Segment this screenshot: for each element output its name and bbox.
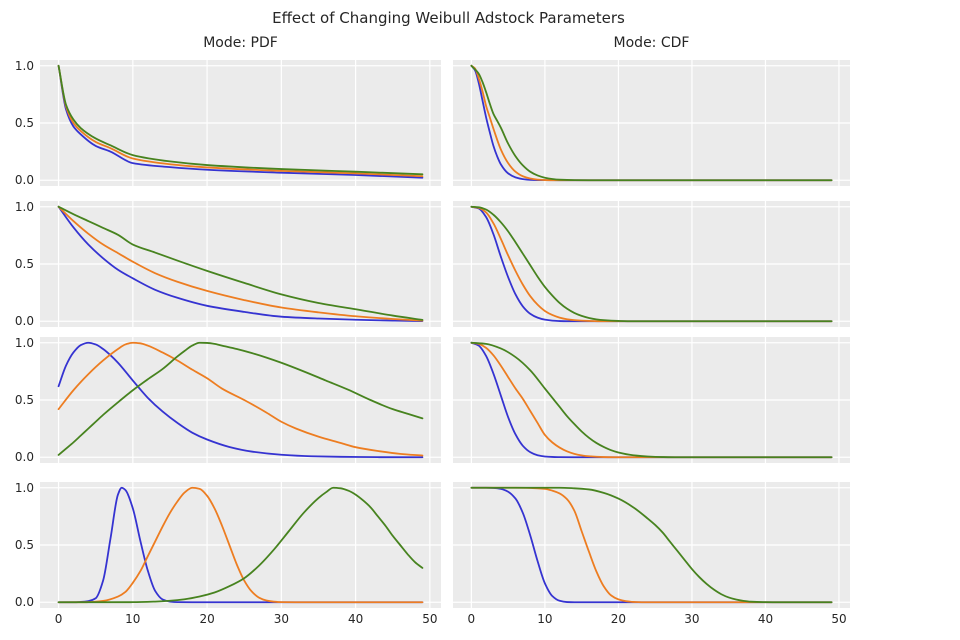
series-orange-line — [57, 341, 424, 457]
y-tick-label-row4-1.0: 1.0 — [14, 480, 34, 495]
x-tick-label-cdf-20: 20 — [610, 612, 627, 626]
subplot-row1-pdf — [40, 60, 441, 186]
x-tick-label-cdf-10: 10 — [537, 612, 553, 626]
y-tick-label-row3-1.0: 1.0 — [14, 335, 34, 350]
series-orange-line — [470, 64, 833, 182]
y-tick-label-row1-1.0: 1.0 — [14, 58, 34, 73]
series-orange-line — [57, 205, 424, 322]
subplot-row4-pdf — [40, 482, 441, 608]
series-orange-line — [470, 486, 833, 604]
x-tick-label-pdf-30: 30 — [273, 612, 289, 626]
y-tick-label-row1-0.0: 0.0 — [14, 173, 34, 188]
series-green-line — [470, 341, 833, 459]
subplot-row3-cdf — [453, 337, 850, 463]
series-orange-line — [470, 341, 833, 459]
series-green-line — [57, 341, 424, 456]
x-tick-label-cdf-50: 50 — [831, 612, 847, 626]
x-tick-label-pdf-50: 50 — [422, 612, 438, 626]
x-tick-label-pdf-10: 10 — [125, 612, 141, 626]
y-tick-label-row1-0.5: 0.5 — [14, 116, 34, 130]
column-title-cdf: Mode: CDF — [613, 35, 690, 51]
series-green-line — [470, 64, 833, 182]
series-blue-line — [470, 341, 833, 459]
series-blue-line — [57, 205, 424, 322]
series-orange-line — [57, 486, 424, 604]
series-blue-line — [57, 486, 424, 604]
y-tick-label-row3-0.0: 0.0 — [14, 450, 34, 465]
series-green-line — [57, 64, 424, 176]
column-title-pdf: Mode: PDF — [203, 35, 278, 51]
figure-title: Effect of Changing Weibull Adstock Param… — [272, 9, 625, 27]
series-green-line — [470, 486, 833, 604]
subplot-row2-pdf — [40, 201, 441, 327]
y-tick-label-row4-0.5: 0.5 — [14, 538, 34, 552]
y-tick-label-row2-0.0: 0.0 — [14, 314, 34, 329]
y-tick-label-row3-0.5: 0.5 — [14, 393, 34, 407]
x-tick-label-cdf-0: 0 — [467, 612, 476, 626]
x-tick-label-cdf-30: 30 — [684, 612, 700, 626]
series-green-line — [57, 486, 424, 604]
x-tick-label-cdf-40: 40 — [757, 612, 774, 626]
y-tick-label-row2-1.0: 1.0 — [14, 199, 34, 214]
series-orange-line — [57, 64, 424, 178]
subplot-row2-cdf — [453, 201, 850, 327]
y-tick-label-row2-0.5: 0.5 — [14, 257, 34, 271]
x-tick-label-pdf-0: 0 — [54, 612, 63, 626]
subplot-row1-cdf — [453, 60, 850, 186]
series-green-line — [470, 205, 833, 323]
series-blue-line — [57, 341, 424, 459]
y-tick-label-row4-0.0: 0.0 — [14, 595, 34, 610]
series-blue-line — [57, 64, 424, 179]
x-tick-label-pdf-40: 40 — [347, 612, 364, 626]
series-orange-line — [470, 205, 833, 323]
subplot-row3-pdf — [40, 337, 441, 463]
subplot-row4-cdf — [453, 482, 850, 608]
series-green-line — [57, 205, 424, 321]
x-tick-label-pdf-20: 20 — [199, 612, 215, 626]
series-blue-line — [470, 205, 833, 323]
